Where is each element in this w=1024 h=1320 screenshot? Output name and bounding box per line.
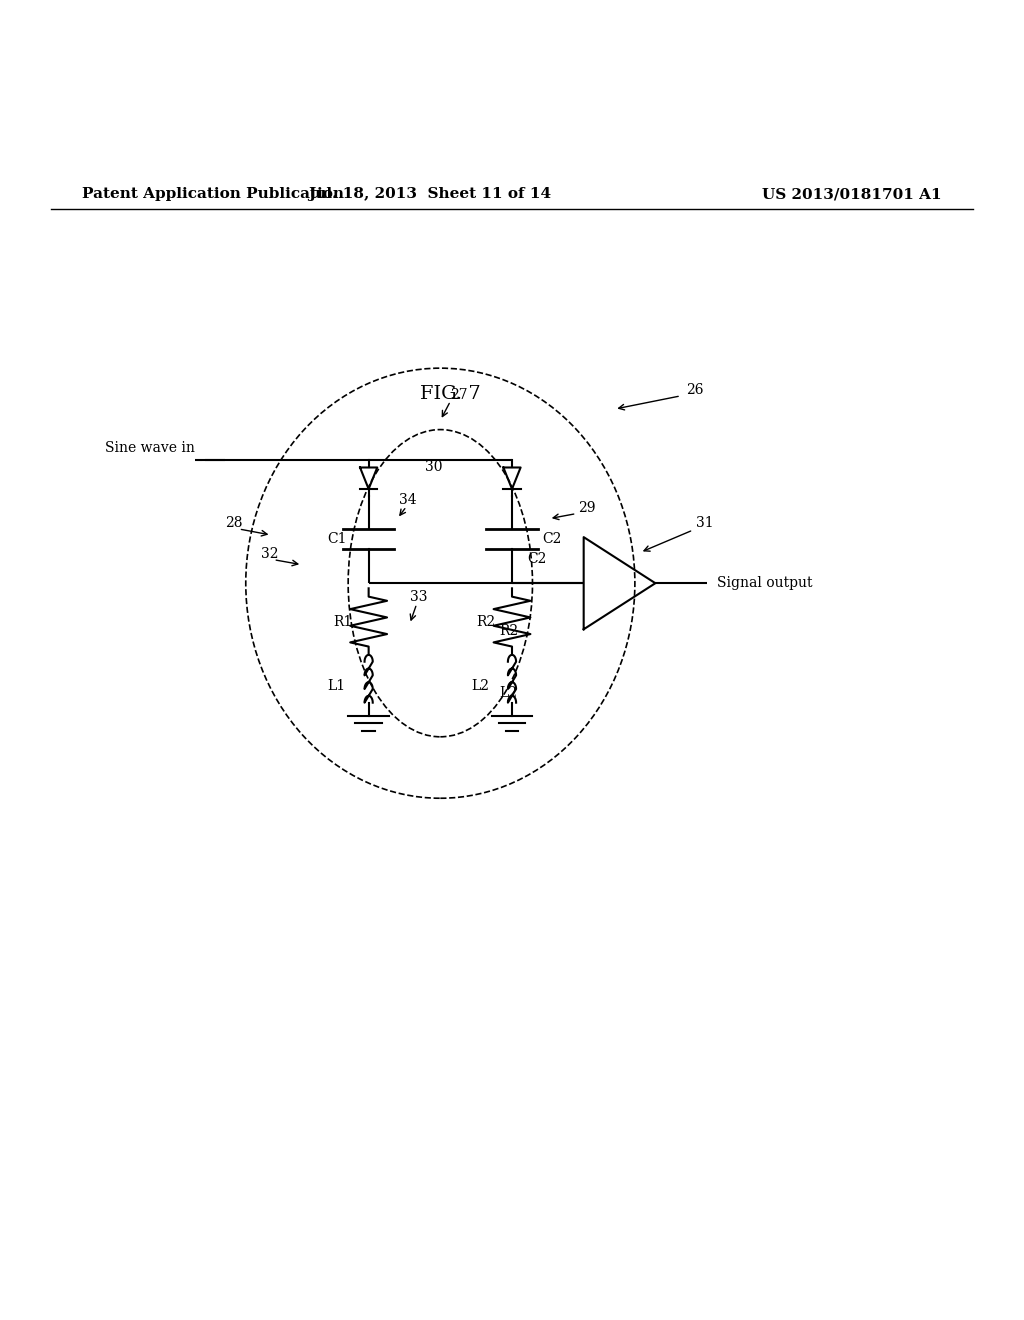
Text: FIG. 7: FIG. 7 [420, 384, 481, 403]
Text: C2: C2 [543, 532, 562, 546]
Text: 30: 30 [425, 459, 442, 474]
Text: 32: 32 [261, 546, 279, 561]
Text: US 2013/0181701 A1: US 2013/0181701 A1 [763, 187, 942, 201]
Text: Jul. 18, 2013  Sheet 11 of 14: Jul. 18, 2013 Sheet 11 of 14 [308, 187, 552, 201]
Text: 28: 28 [225, 516, 243, 529]
Text: R2: R2 [476, 615, 496, 628]
Text: Signal output: Signal output [717, 577, 812, 590]
Text: 31: 31 [696, 516, 714, 529]
Text: L2: L2 [500, 686, 518, 700]
Text: C2: C2 [527, 552, 547, 566]
Text: Patent Application Publication: Patent Application Publication [82, 187, 344, 201]
Text: L2: L2 [471, 678, 489, 693]
Text: Sine wave in: Sine wave in [104, 441, 195, 455]
Text: 33: 33 [410, 590, 427, 603]
Text: 34: 34 [399, 494, 417, 507]
Text: 26: 26 [686, 383, 703, 397]
Text: R1: R1 [333, 615, 352, 628]
Text: 29: 29 [579, 500, 596, 515]
Text: L1: L1 [328, 678, 346, 693]
Text: R2: R2 [500, 624, 519, 639]
Text: 27: 27 [451, 388, 468, 401]
Text: C1: C1 [328, 532, 347, 546]
